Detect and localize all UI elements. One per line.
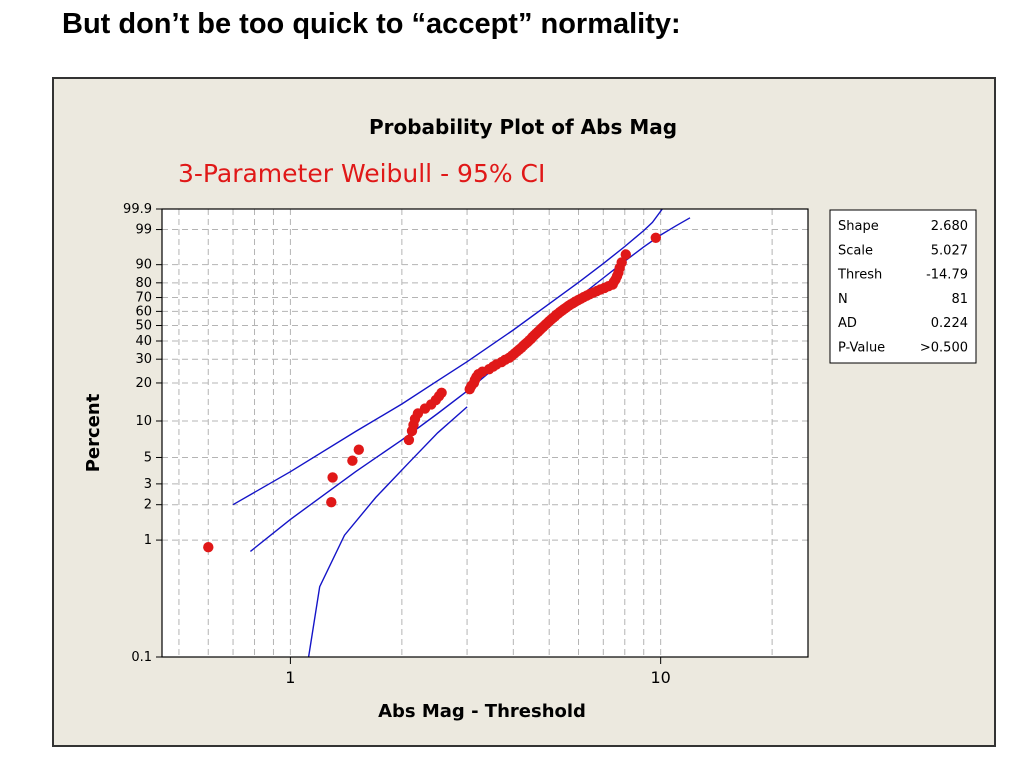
stats-label: P-Value [838, 341, 885, 356]
stats-value: -14.79 [926, 268, 968, 283]
stats-value: 5.027 [931, 243, 968, 258]
ci-upper-line [232, 209, 663, 506]
y-tick-label: 5 [144, 450, 152, 465]
data-point [403, 434, 415, 446]
y-tick-label: 99 [135, 223, 152, 238]
stats-label: AD [838, 316, 857, 331]
stats-value: 2.680 [931, 219, 968, 234]
data-point [620, 249, 631, 260]
chart-frame: Probability Plot of Abs Mag 3-Parameter … [52, 77, 996, 747]
probability-plot: Probability Plot of Abs Mag 3-Parameter … [83, 115, 977, 722]
y-tick-label: 20 [135, 376, 152, 391]
y-tick-label: 40 [135, 334, 152, 349]
data-point [347, 455, 358, 466]
ci-outer-lower-line [307, 406, 468, 657]
data-point [436, 387, 447, 398]
data-point [327, 472, 338, 483]
y-tick-label: 2 [144, 498, 152, 513]
stats-label: N [838, 292, 848, 307]
y-tick-label: 3 [144, 477, 152, 492]
stats-table-border [829, 209, 977, 364]
y-tick-label: 60 [135, 304, 152, 319]
x-tick-label: 1 [285, 668, 295, 687]
data-point [203, 542, 214, 553]
y-tick-label: 30 [135, 352, 152, 367]
x-axis-title: Abs Mag - Threshold [378, 701, 586, 722]
y-tick-label: 80 [135, 276, 152, 291]
plot-background [162, 209, 808, 657]
stats-table: Shape 2.680 Scale 5.027 Thresh -14.79 N 81 AD 0.2… [829, 209, 977, 364]
y-tick-label: 90 [135, 258, 152, 273]
stats-value: 0.224 [931, 316, 968, 331]
y-tick-label: 10 [135, 414, 152, 429]
data-point [650, 232, 661, 243]
data-point [326, 497, 337, 508]
data-point [616, 257, 627, 268]
x-tick-label: 10 [650, 668, 670, 687]
y-tick-label: 70 [135, 291, 152, 306]
chart-title: Probability Plot of Abs Mag [369, 115, 677, 139]
y-tick-label: 1 [144, 533, 152, 548]
stats-value: 81 [951, 292, 968, 307]
stats-value: >0.500 [920, 341, 968, 356]
y-tick-label: 50 [135, 319, 152, 334]
slide-title: But don’t be too quick to “accept” norma… [62, 8, 681, 40]
stats-label: Thresh [837, 268, 882, 283]
data-point [353, 444, 364, 455]
y-tick-label: 0.1 [131, 650, 152, 665]
stats-label: Scale [838, 243, 873, 258]
plot-border [161, 208, 809, 658]
y-axis-title: Percent [83, 393, 104, 472]
y-tick-label: 99.9 [123, 202, 152, 217]
chart-subtitle: 3-Parameter Weibull - 95% CI [178, 159, 545, 188]
stats-label: Shape [838, 219, 879, 234]
